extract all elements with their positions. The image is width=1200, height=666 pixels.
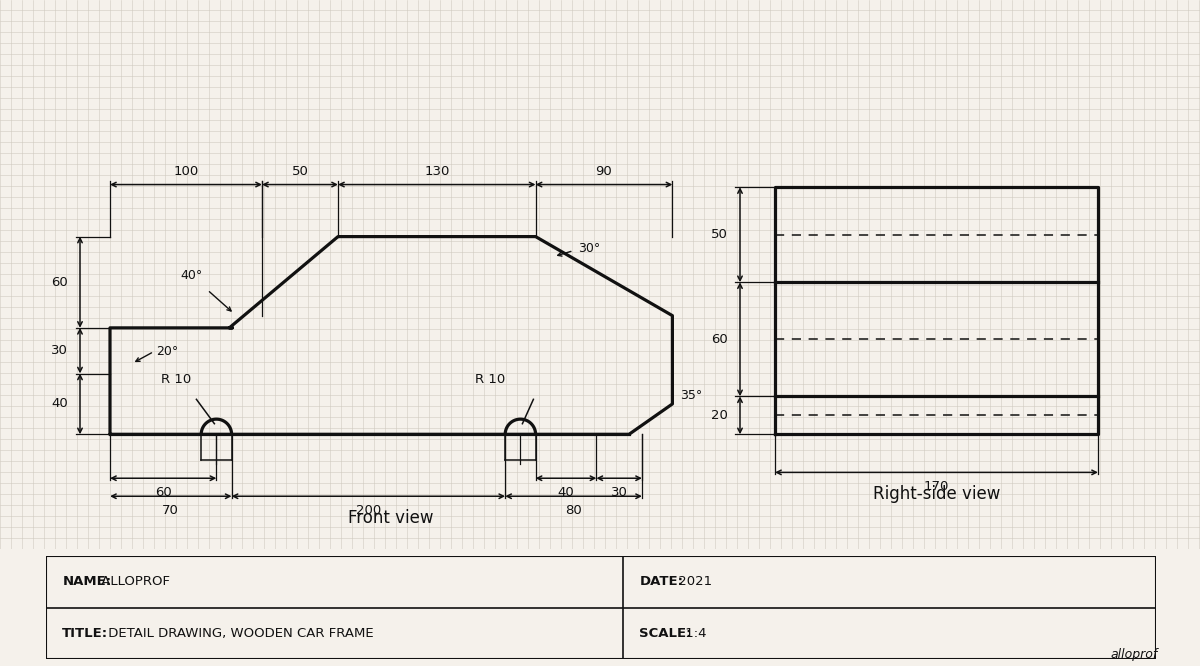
Text: DETAIL DRAWING, WOODEN CAR FRAME: DETAIL DRAWING, WOODEN CAR FRAME xyxy=(103,627,373,640)
Text: 130: 130 xyxy=(424,165,450,178)
Text: SCALE:: SCALE: xyxy=(640,627,692,640)
Text: Right-side view: Right-side view xyxy=(872,486,1000,503)
Text: DATE:: DATE: xyxy=(640,575,684,589)
Text: 80: 80 xyxy=(565,504,582,517)
Text: 170: 170 xyxy=(924,480,949,494)
Text: 60: 60 xyxy=(52,276,68,289)
Text: 200: 200 xyxy=(355,504,382,517)
Text: TITLE:: TITLE: xyxy=(62,627,108,640)
Text: 35°: 35° xyxy=(680,390,703,402)
Text: 60: 60 xyxy=(712,333,728,346)
Text: Front view: Front view xyxy=(348,509,434,527)
Text: 40°: 40° xyxy=(180,269,203,282)
Text: alloprof: alloprof xyxy=(1111,647,1158,661)
Text: 90: 90 xyxy=(595,165,612,178)
Text: 20: 20 xyxy=(712,409,728,422)
Text: 30: 30 xyxy=(611,486,628,500)
Text: 1:4: 1:4 xyxy=(680,627,707,640)
Text: 60: 60 xyxy=(155,486,172,500)
Text: R 10: R 10 xyxy=(161,373,192,386)
Text: NAME:: NAME: xyxy=(62,575,112,589)
Text: 40: 40 xyxy=(558,486,575,500)
Text: 100: 100 xyxy=(173,165,199,178)
Text: R 10: R 10 xyxy=(475,373,505,386)
Text: ALLOPROF: ALLOPROF xyxy=(97,575,169,589)
Text: 30°: 30° xyxy=(577,242,600,255)
Text: 50: 50 xyxy=(292,165,308,178)
Text: 70: 70 xyxy=(162,504,179,517)
Text: 20°: 20° xyxy=(156,345,179,358)
Text: 50: 50 xyxy=(712,228,728,241)
Text: 30: 30 xyxy=(52,344,68,357)
Text: 40: 40 xyxy=(52,398,68,410)
Text: 2021: 2021 xyxy=(674,575,712,589)
